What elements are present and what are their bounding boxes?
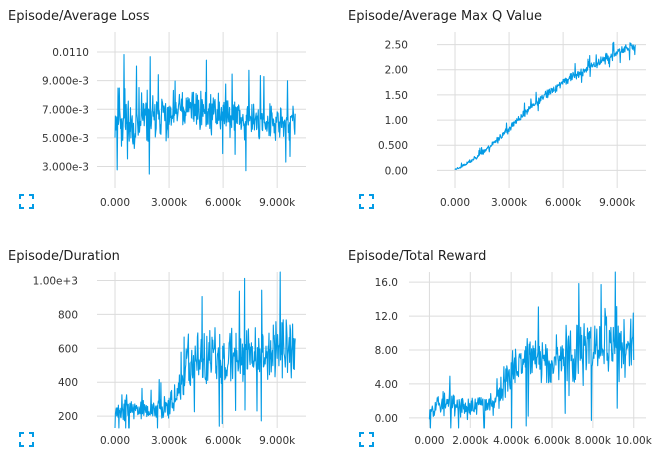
series-line — [428, 271, 635, 429]
x-tick-label: 3.000k — [151, 197, 188, 209]
y-tick-label: 9.000e-3 — [42, 76, 89, 88]
x-tick-label: 6.000k — [534, 435, 571, 447]
chart-title: Episode/Average Loss — [8, 9, 150, 24]
x-tick-label: 9.000k — [259, 435, 296, 447]
y-tick-label: 12.0 — [375, 311, 398, 323]
x-tick-label: 6.000k — [205, 197, 242, 209]
y-tick-label: 200 — [58, 411, 78, 423]
x-tick-label: 6.000k — [205, 435, 242, 447]
y-tick-label: 400 — [58, 377, 78, 389]
y-tick-label: 1.00e+3 — [33, 275, 78, 287]
y-tick-label: 800 — [58, 309, 78, 321]
chart-duration: 200 400 600 800 1.00e+3 0.000 3.000k 6.000k 9.00… — [33, 271, 306, 447]
chart-average-loss: 3.000e-3 5.000e-3 7.000e-3 9.000e-3 0.0110 0.… — [42, 32, 306, 209]
x-tick-label: 9.000k — [259, 197, 296, 209]
x-tick-label: 3.000k — [151, 435, 188, 447]
y-tick-label: 0.00 — [385, 165, 408, 177]
x-tick-label: 10.00k — [616, 435, 653, 447]
y-tick-label: 0.00 — [375, 413, 398, 425]
y-tick-label: 5.000e-3 — [42, 133, 89, 145]
y-tick-label: 7.000e-3 — [42, 104, 89, 116]
y-tick-label: 16.0 — [375, 277, 398, 289]
y-tick-label: 1.50 — [385, 90, 408, 102]
fullscreen-icon[interactable] — [359, 194, 374, 209]
y-tick-label: 0.500 — [378, 140, 408, 152]
chart-title: Episode/Duration — [8, 249, 120, 264]
y-tick-label: 1.00 — [385, 115, 408, 127]
series-line — [454, 41, 636, 171]
x-tick-label: 9.000k — [599, 197, 636, 209]
chart-total-reward: 0.00 4.00 8.00 12.0 16.0 0.000 2.000k 4.000k 6.0… — [375, 271, 653, 447]
chart-average-max-q: 0.00 0.500 1.00 1.50 2.00 2.50 0.000 3.000k 6.00… — [378, 32, 646, 209]
y-tick-label: 2.00 — [385, 65, 408, 77]
chart-title: Episode/Average Max Q Value — [348, 9, 543, 24]
x-tick-label: 4.000k — [493, 435, 530, 447]
x-tick-label: 6.000k — [545, 197, 582, 209]
y-tick-label: 2.50 — [385, 40, 408, 52]
panel-duration: Episode/Duration 200 400 600 800 1.00e+3 0.00… — [0, 240, 331, 469]
x-tick-label: 3.000k — [491, 197, 528, 209]
y-tick-label: 4.00 — [375, 379, 398, 391]
fullscreen-icon[interactable] — [19, 432, 34, 447]
x-tick-label: 2.000k — [452, 435, 489, 447]
x-tick-label: 8.000k — [575, 435, 612, 447]
panel-average-max-q: Episode/Average Max Q Value 0.00 0.500 1.0… — [340, 0, 663, 229]
fullscreen-icon[interactable] — [19, 194, 34, 209]
x-tick-label: 0.000 — [414, 435, 444, 447]
y-tick-label: 3.000e-3 — [42, 162, 89, 174]
x-tick-label: 0.000 — [100, 435, 130, 447]
x-tick-label: 0.000 — [100, 197, 130, 209]
x-tick-label: 0.000 — [440, 197, 470, 209]
series-line — [114, 54, 296, 175]
fullscreen-icon[interactable] — [359, 432, 374, 447]
panel-average-loss: Episode/Average Loss 3.000e-3 5.000e-3 7.0… — [0, 0, 331, 229]
y-tick-label: 0.0110 — [52, 47, 89, 59]
y-tick-label: 600 — [58, 343, 78, 355]
panel-total-reward: Episode/Total Reward 0.00 4.00 8.00 12.0 16.… — [340, 240, 663, 469]
chart-title: Episode/Total Reward — [348, 249, 487, 264]
series-line — [114, 271, 296, 429]
y-tick-label: 8.00 — [375, 345, 398, 357]
